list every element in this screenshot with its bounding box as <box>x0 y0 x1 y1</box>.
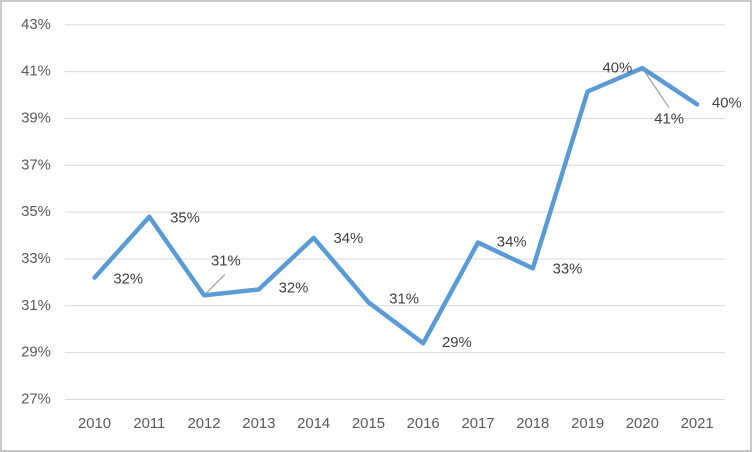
leader-line <box>203 274 226 296</box>
x-axis-tick-label: 2012 <box>188 416 221 432</box>
data-point-label: 34% <box>333 231 363 247</box>
data-point-label: 29% <box>442 335 472 351</box>
y-axis-tick-label: 35% <box>21 204 51 220</box>
x-axis-tick-label: 2015 <box>352 416 385 432</box>
x-axis-tick-label: 2013 <box>242 416 275 432</box>
y-axis-tick-label: 39% <box>21 110 51 126</box>
x-axis-tick-label: 2020 <box>626 416 659 432</box>
y-axis-tick-label: 29% <box>21 345 51 361</box>
data-series-line <box>92 65 700 346</box>
x-axis-tick-label: 2021 <box>681 416 714 432</box>
data-point-label: 35% <box>170 211 200 227</box>
data-point-label: 32% <box>279 280 309 296</box>
x-axis-tick-label: 2010 <box>78 416 111 432</box>
data-point-label: 31% <box>211 254 241 270</box>
y-axis-tick-label: 31% <box>21 298 51 314</box>
data-point-label: 34% <box>497 235 527 251</box>
data-point-label: 40% <box>602 61 632 77</box>
y-axis-tick-label: 37% <box>21 157 51 173</box>
data-point-label: 33% <box>553 261 583 277</box>
x-axis-tick-label: 2019 <box>571 416 604 432</box>
leader-line <box>641 67 670 109</box>
data-point-label: 41% <box>654 112 684 128</box>
y-axis-tick-label: 33% <box>21 251 51 267</box>
x-axis-tick-label: 2016 <box>407 416 440 432</box>
data-point-label: 32% <box>113 272 143 288</box>
y-axis-tick-label: 41% <box>21 64 51 80</box>
x-axis-tick-label: 2014 <box>297 416 330 432</box>
data-point-label: 31% <box>389 291 419 307</box>
y-axis-tick-label: 43% <box>21 17 51 33</box>
x-axis-tick-label: 2018 <box>516 416 549 432</box>
x-axis-tick-label: 2017 <box>461 416 494 432</box>
x-axis-tick-label: 2011 <box>133 416 165 432</box>
y-axis-tick-label: 27% <box>21 391 51 407</box>
data-point-label: 40% <box>712 95 742 111</box>
